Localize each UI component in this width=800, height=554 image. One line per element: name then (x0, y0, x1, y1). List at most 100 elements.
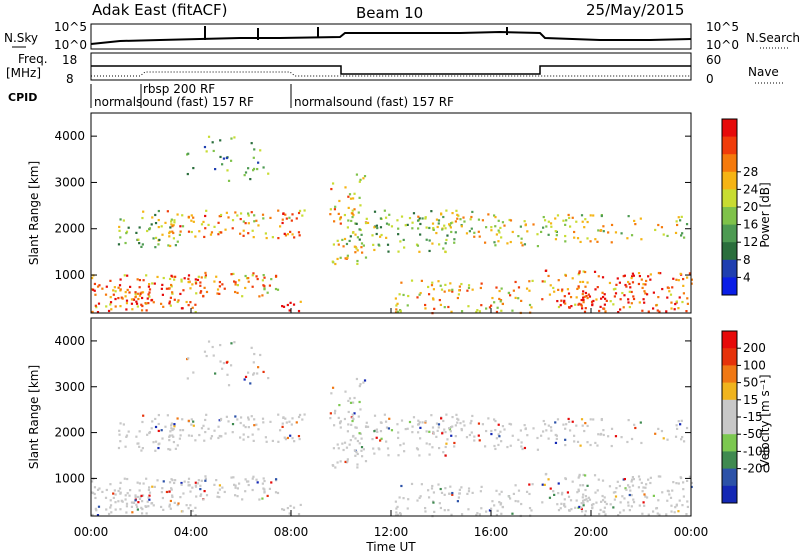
velocity-cell (544, 473, 547, 476)
power-cell (119, 218, 122, 221)
velocity-cell (487, 417, 490, 420)
power-cell (354, 233, 357, 236)
power-cell (93, 282, 97, 286)
velocity-cell (158, 442, 161, 445)
velocity-cell (288, 512, 291, 515)
power-cell (433, 307, 436, 310)
velocity-cell (194, 506, 197, 509)
power-cell (404, 224, 407, 227)
power-cell (424, 217, 427, 220)
power-cell (253, 214, 256, 217)
velocity-cell (499, 502, 503, 505)
velocity-cell (170, 488, 173, 491)
power-cell (576, 287, 579, 291)
power-cell (411, 221, 414, 224)
power-cell (442, 215, 445, 219)
power-cell (521, 244, 524, 247)
power-cell (174, 244, 177, 247)
velocity-cell (247, 426, 250, 429)
power-cell (564, 223, 567, 226)
power-cell (511, 230, 514, 234)
velocity-cell (632, 477, 635, 481)
velocity-cell (166, 414, 169, 417)
power-cell (256, 167, 259, 171)
velocity-cell (156, 479, 159, 482)
power-cell (524, 224, 527, 227)
colorbar-tick-label: 15 (743, 393, 758, 407)
power-cell (227, 179, 231, 182)
velocity-cell (586, 441, 589, 444)
velocity-cell (395, 511, 398, 514)
velocity-cell (598, 512, 601, 516)
power-cell (171, 292, 174, 295)
velocity-cell (124, 445, 127, 448)
velocity-cell (185, 504, 188, 507)
power-cell (634, 223, 637, 226)
power-cell (494, 244, 497, 247)
power-cell (591, 303, 594, 306)
power-cell (671, 286, 674, 289)
power-cell (456, 217, 459, 220)
power-cell (119, 288, 122, 291)
power-cell (104, 293, 108, 296)
velocity-cell (144, 505, 147, 508)
velocity-cell (344, 390, 347, 393)
velocity-cell (438, 502, 441, 505)
power-cell (128, 291, 131, 294)
velocity-cell (500, 490, 503, 493)
velocity-cell (277, 413, 280, 416)
velocity-cell (557, 508, 561, 512)
power-cell (170, 285, 173, 288)
velocity-cell (501, 505, 505, 509)
power-cell (333, 208, 337, 211)
velocity-cell (92, 491, 95, 495)
power-cell (218, 231, 221, 234)
power-cell (419, 291, 422, 295)
power-cell (169, 296, 172, 299)
power-cell (395, 304, 398, 307)
power-cell (554, 217, 557, 220)
power-cell (356, 259, 359, 263)
power-cell (583, 295, 586, 298)
velocity-cell (675, 482, 678, 485)
velocity-cell (213, 429, 216, 432)
velocity-cell (123, 477, 126, 480)
velocity-cell (171, 434, 174, 437)
velocity-cell (548, 496, 552, 499)
power-cell (509, 219, 513, 222)
velocity-cell (479, 490, 482, 493)
power-cell (547, 233, 550, 236)
velocity-cell (157, 422, 160, 426)
velocity-cell (580, 506, 583, 509)
power-cell (675, 300, 678, 303)
power-cell (438, 298, 441, 302)
power-cell (255, 219, 258, 222)
power-cell (631, 281, 635, 284)
power-cell (284, 213, 287, 216)
power-cell (674, 302, 677, 306)
power-cell (497, 240, 500, 243)
power-cell (261, 294, 264, 297)
velocity-cell (288, 420, 291, 423)
power-cell (586, 237, 589, 240)
power-cell (679, 219, 682, 222)
velocity-cell (112, 492, 115, 495)
power-cell (140, 245, 143, 249)
power-cell (628, 282, 631, 286)
velocity-cell (291, 417, 294, 420)
power-cell (669, 293, 673, 296)
velocity-cell (485, 510, 488, 513)
velocity-cell (362, 381, 365, 384)
power-cell (239, 212, 243, 215)
power-cell (509, 294, 512, 297)
velocity-cell (146, 433, 149, 436)
power-cell (223, 287, 226, 290)
velocity-cell (448, 492, 451, 495)
power-cell (179, 292, 182, 296)
power-cell (144, 302, 147, 305)
velocity-cell (673, 511, 676, 514)
power-cell (105, 285, 108, 288)
velocity-cell (109, 499, 112, 502)
velocity-cell (576, 491, 579, 494)
velocity-cell (610, 427, 614, 430)
